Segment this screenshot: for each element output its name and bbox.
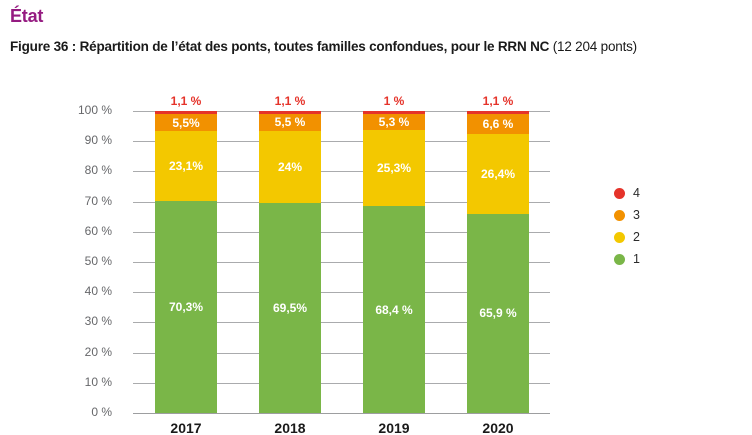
gridline — [133, 201, 550, 203]
bar-2019: 68,4 % 25,3% 5,3 % 1 % — [363, 94, 425, 413]
bar-segment-state-3: 6,6 % — [467, 114, 529, 135]
legend-label: 4 — [633, 186, 640, 200]
legend-label: 1 — [633, 252, 640, 266]
gridline — [133, 262, 550, 263]
bar-segment-state-2: 23,1% — [155, 130, 217, 201]
bar-segment-state-4 — [155, 111, 217, 115]
gridline — [133, 141, 550, 143]
segment-label-outside: 1,1 % — [274, 94, 306, 108]
gridline — [133, 322, 550, 324]
segment-label: 69,5% — [272, 301, 308, 316]
bar-segment-state-1: 69,5% — [259, 203, 321, 413]
red-legend-dot-icon — [614, 187, 625, 199]
y-tick-label: 10 % — [84, 374, 112, 389]
bar-2018: 69,5% 24% 5,5 % 1,1 % — [259, 94, 321, 413]
segment-label-outside: 1,1 % — [482, 94, 514, 108]
x-tick-label: 2020 — [482, 420, 514, 435]
y-tick-label: 50 % — [84, 254, 112, 268]
segment-label: 26,4% — [480, 167, 516, 182]
legend-item-2: 2 — [614, 226, 640, 248]
segment-label: 25,3% — [376, 161, 412, 176]
bar-2020: 65,9 % 26,4% 6,6 % 1,1 % — [467, 94, 529, 413]
figure-caption-main: Figure 36 : Répartition de l’état des po… — [10, 39, 550, 54]
yellow-legend-dot-icon — [614, 231, 625, 243]
segment-label: 5,3 % — [378, 115, 410, 130]
y-tick-label: 0 % — [91, 405, 112, 419]
bar-segment-state-1: 70,3% — [155, 200, 217, 413]
y-tick-label: 30 % — [84, 314, 112, 329]
segment-label-outside: 1,1 % — [170, 94, 202, 108]
y-tick-label: 20 % — [84, 344, 112, 359]
green-legend-dot-icon — [614, 253, 625, 265]
gridline — [133, 231, 550, 233]
bar-segment-state-3: 5,3 % — [363, 114, 425, 131]
y-tick-label: 40 % — [84, 284, 112, 299]
segment-label: 6,6 % — [482, 117, 514, 132]
segment-label: 23,1% — [168, 158, 204, 173]
gridline — [133, 171, 550, 173]
x-tick-label: 2017 — [170, 420, 202, 435]
figure-caption-count: (12 204 ponts) — [549, 39, 637, 54]
legend-item-3: 3 — [614, 204, 640, 226]
segment-label: 68,4 % — [375, 302, 413, 317]
y-tick-label: 90 % — [84, 133, 112, 148]
bar-segment-state-3: 5,5 % — [259, 114, 321, 131]
figure-caption: Figure 36 : Répartition de l’état des po… — [10, 39, 637, 54]
legend-label: 3 — [633, 208, 640, 222]
bar-segment-state-3: 5,5% — [155, 114, 217, 131]
bar-segment-state-2: 26,4% — [467, 134, 529, 214]
segment-label: 5,5% — [172, 115, 200, 130]
bar-segment-state-4 — [467, 111, 529, 115]
bar-segment-state-4 — [259, 111, 321, 115]
y-tick-label: 60 % — [84, 223, 112, 238]
legend-item-1: 1 — [614, 248, 640, 270]
gridline — [133, 292, 550, 294]
bar-segment-state-2: 25,3% — [363, 130, 425, 207]
y-tick-label: 80 % — [84, 163, 112, 178]
legend-label: 2 — [633, 230, 640, 244]
bar-segment-state-1: 65,9 % — [467, 213, 529, 413]
gridline — [133, 382, 550, 384]
gridline — [133, 413, 550, 414]
orange-legend-dot-icon — [614, 209, 625, 221]
gridline — [133, 111, 550, 112]
gridline — [133, 352, 550, 354]
page-title: État — [10, 6, 44, 26]
chart-legend: 4 3 2 1 — [614, 182, 640, 270]
segment-label: 70,3% — [168, 299, 204, 314]
segment-label: 65,9 % — [479, 306, 517, 321]
y-tick-label: 100 % — [77, 103, 112, 117]
bar-segment-state-1: 68,4 % — [363, 206, 425, 413]
bar-segment-state-4 — [363, 111, 425, 115]
y-tick-label: 70 % — [84, 193, 112, 208]
segment-label: 5,5 % — [274, 115, 306, 130]
legend-item-4: 4 — [614, 182, 640, 204]
bar-segment-state-2: 24% — [259, 130, 321, 204]
segment-label: 24% — [277, 159, 303, 174]
bar-2017: 70,3% 23,1% 5,5% 1,1 % — [155, 94, 217, 413]
segment-label-outside: 1 % — [383, 94, 405, 108]
x-tick-label: 2018 — [274, 420, 306, 435]
x-tick-label: 2019 — [378, 420, 410, 435]
